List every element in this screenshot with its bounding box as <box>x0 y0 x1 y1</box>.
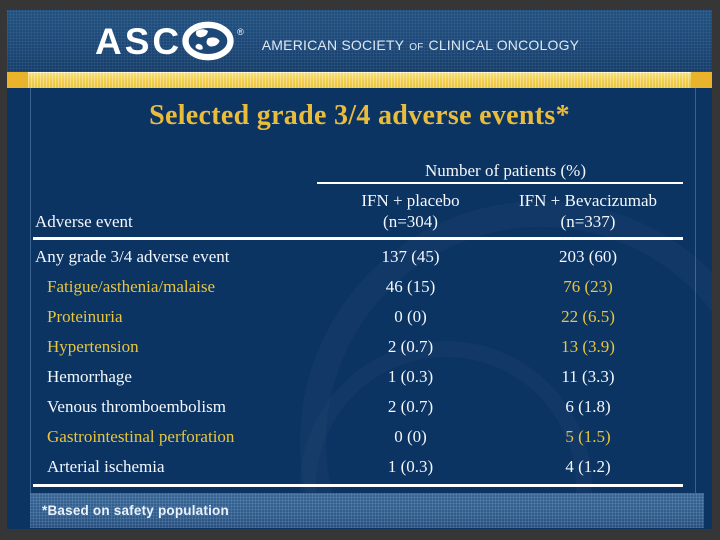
org-name: American Society of Clinical Oncology <box>262 37 579 53</box>
gold-stripe <box>7 72 712 88</box>
adverse-events-table: Number of patients (%) IFN + placebo (n=… <box>33 160 683 490</box>
value-bevacizumab: 6 (1.8) <box>565 397 611 416</box>
table-row: Fatigue/asthenia/malaise 46 (15) 76 (23) <box>33 272 683 302</box>
value-placebo: 137 (45) <box>381 247 440 266</box>
table-row: Hemorrhage 1 (0.3) 11 (3.3) <box>33 362 683 392</box>
row-label: Arterial ischemia <box>47 457 165 476</box>
value-bevacizumab: 203 (60) <box>558 247 618 266</box>
value-placebo: 0 (0) <box>394 427 427 446</box>
column-header-bevacizumab-n: (n=337) <box>560 212 616 231</box>
table-bottom-rule <box>33 484 683 487</box>
column-header-placebo-name: IFN + placebo <box>361 191 460 210</box>
value-placebo: 2 (0.7) <box>387 397 434 416</box>
value-placebo: 1 (0.3) <box>387 367 434 386</box>
slide-body: Selected grade 3/4 adverse events* Numbe… <box>7 88 712 493</box>
table-row: Proteinuria 0 (0) 22 (6.5) <box>33 302 683 332</box>
group-header-underline <box>317 182 683 184</box>
value-bevacizumab: 11 (3.3) <box>561 367 615 386</box>
group-header: Number of patients (%) <box>425 161 586 180</box>
slide-frame: ASC ® American Society of Clinical Oncol… <box>7 10 712 529</box>
value-placebo: 1 (0.3) <box>387 457 434 476</box>
value-placebo: 46 (15) <box>385 277 436 296</box>
row-label: Hemorrhage <box>47 367 132 386</box>
row-label: Hypertension <box>47 337 139 356</box>
table-body: Any grade 3/4 adverse event 137 (45) 203… <box>33 242 683 482</box>
adverse-event-column-header: Adverse event <box>35 212 133 231</box>
column-header-placebo: IFN + placebo (n=304) <box>328 190 493 232</box>
left-border-line <box>30 88 31 493</box>
table-row: Any grade 3/4 adverse event 137 (45) 203… <box>33 242 683 272</box>
column-header-bevacizumab: IFN + Bevacizumab (n=337) <box>493 190 683 232</box>
row-label: Any grade 3/4 adverse event <box>35 247 230 266</box>
header-band: ASC ® American Society of Clinical Oncol… <box>7 10 712 72</box>
row-label: Venous thromboembolism <box>47 397 226 416</box>
table-row: Hypertension 2 (0.7) 13 (3.9) <box>33 332 683 362</box>
footnote-bar: *Based on safety population <box>30 493 704 528</box>
footnote-text: *Based on safety population <box>42 503 229 518</box>
value-bevacizumab: 4 (1.2) <box>565 457 611 476</box>
row-label: Fatigue/asthenia/malaise <box>47 277 216 296</box>
org-name-part1: American Society <box>261 36 405 53</box>
page-title: Selected grade 3/4 adverse events* <box>149 100 570 131</box>
registered-mark-icon: ® <box>237 27 244 37</box>
table-row: Venous thromboembolism 2 (0.7) 6 (1.8) <box>33 392 683 422</box>
value-bevacizumab: 5 (1.5) <box>565 427 611 446</box>
header-rule <box>33 237 683 240</box>
globe-icon <box>182 21 234 61</box>
value-bevacizumab: 13 (3.9) <box>561 337 615 356</box>
value-placebo: 2 (0.7) <box>387 337 434 356</box>
row-label: Gastrointestinal perforation <box>47 427 235 446</box>
org-name-part2: Clinical Oncology <box>428 36 580 53</box>
value-bevacizumab: 22 (6.5) <box>561 307 615 326</box>
right-border-line <box>695 88 696 493</box>
value-bevacizumab: 76 (23) <box>563 277 613 296</box>
row-label: Proteinuria <box>47 307 123 326</box>
table-row: Gastrointestinal perforation 0 (0) 5 (1.… <box>33 422 683 452</box>
table-row: Arterial ischemia 1 (0.3) 4 (1.2) <box>33 452 683 482</box>
org-name-of: of <box>409 41 424 53</box>
asco-logo-text: ASC <box>95 20 183 62</box>
column-header-placebo-n: (n=304) <box>383 212 438 231</box>
asco-logo: ASC ® <box>95 21 244 61</box>
value-placebo: 0 (0) <box>394 307 427 326</box>
column-header-bevacizumab-name: IFN + Bevacizumab <box>519 191 657 210</box>
